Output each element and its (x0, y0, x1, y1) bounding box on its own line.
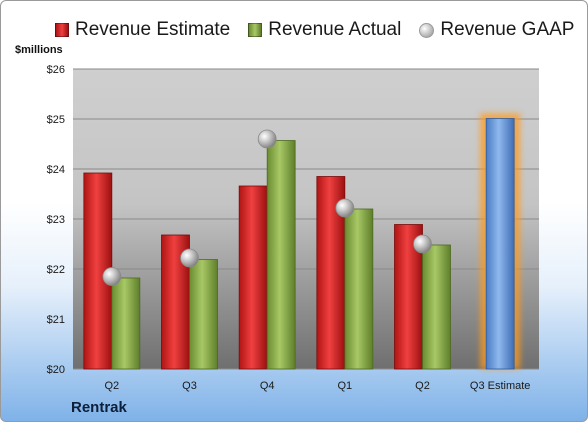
x-tick-label: Q2 (104, 380, 119, 392)
x-tick-label: Q1 (337, 380, 352, 392)
y-tick-label: $21 (47, 314, 65, 326)
legend-swatch-estimate (55, 23, 69, 37)
y-tick-label: $22 (47, 264, 65, 276)
legend-label-actual: Revenue Actual (268, 19, 402, 40)
legend-swatch-actual (248, 23, 263, 37)
bar-revenue-estimate-highlight (485, 118, 515, 370)
y-tick-label: $20 (47, 364, 65, 376)
legend-label-gaap: Revenue GAAP (440, 19, 575, 40)
y-tick-label: $26 (47, 64, 65, 76)
marker-revenue-gaap (102, 267, 122, 286)
chart-legend: Revenue Estimate Revenue Actual Revenue … (55, 17, 574, 43)
y-tick-label: $23 (47, 214, 65, 226)
legend-label-estimate: Revenue Estimate (75, 19, 231, 40)
marker-revenue-gaap (180, 248, 199, 268)
legend-item-gaap: Revenue GAAP (419, 19, 574, 41)
y-tick-label: $24 (47, 164, 65, 176)
legend-item-estimate: Revenue Estimate (55, 19, 230, 41)
bar-revenue-actual (266, 140, 296, 370)
legend-swatch-gaap (419, 22, 435, 38)
bar-revenue-estimate (238, 185, 268, 370)
x-tick-label: Q3 (182, 380, 197, 392)
marker-revenue-gaap (257, 129, 277, 149)
y-tick-label: $25 (47, 114, 65, 126)
legend-item-actual: Revenue Actual (248, 19, 401, 41)
x-tick-label: Q2 (415, 380, 430, 392)
x-tick-label: Q3 Estimate (470, 380, 531, 392)
bar-revenue-actual (189, 259, 218, 370)
bar-revenue-actual (422, 244, 451, 370)
bar-revenue-actual (111, 277, 141, 370)
bar-revenue-actual (344, 208, 374, 370)
y-axis-units-label: $millions (15, 44, 63, 56)
company-name: Rentrak (71, 399, 127, 416)
marker-revenue-gaap (335, 198, 355, 218)
x-tick-label: Q4 (260, 380, 275, 392)
marker-revenue-gaap (413, 234, 432, 254)
